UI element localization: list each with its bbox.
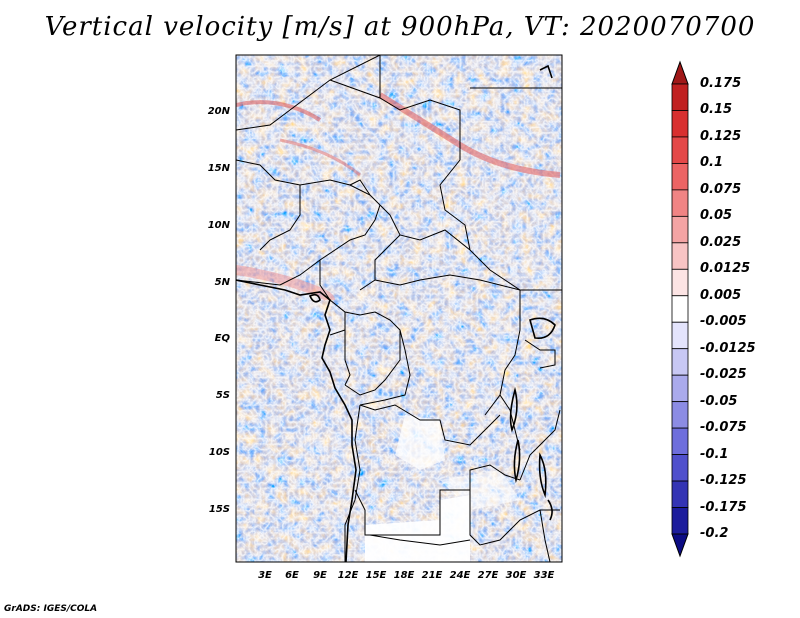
velocity-field	[236, 55, 562, 562]
colorbar-label: -0.175	[700, 499, 747, 515]
colorbar-bottom-arrow	[671, 533, 689, 558]
colorbar-label: -0.05	[700, 393, 738, 409]
lon-label-24e: 24E	[450, 570, 471, 581]
colorbar-label: 0.1	[700, 155, 724, 171]
lat-label-5s: 5S	[216, 390, 230, 401]
colorbar-segment	[671, 83, 689, 111]
lon-label-12e: 12E	[338, 570, 359, 581]
lat-label-eq: EQ	[215, 333, 231, 344]
lat-label-15s: 15S	[209, 504, 230, 515]
lon-label-18e: 18E	[394, 570, 415, 581]
lat-label-5n: 5N	[215, 277, 231, 288]
colorbar-top-arrow	[671, 60, 689, 85]
colorbar-label: -0.1	[700, 446, 729, 462]
lon-label-27e: 27E	[478, 570, 499, 581]
colorbar-segment	[671, 189, 689, 217]
colorbar-segment	[671, 454, 689, 482]
colorbar-segment	[671, 348, 689, 376]
colorbar-label: -0.025	[700, 367, 747, 383]
colorbar-segment	[671, 427, 689, 455]
colorbar-segment	[671, 215, 689, 244]
colorbar-label: -0.2	[700, 526, 729, 541]
lon-label-30e: 30E	[506, 570, 527, 581]
colorbar-segment	[671, 110, 689, 138]
colorbar-segment	[671, 295, 689, 323]
colorbar-segment	[671, 507, 689, 535]
lon-label-21e: 21E	[422, 570, 443, 581]
lon-label-3e: 3E	[258, 570, 272, 581]
lon-label-15e: 15E	[366, 570, 387, 581]
colorbar-segment	[671, 268, 689, 297]
lat-label-15n: 15N	[208, 163, 231, 174]
colorbar-label: 0.005	[700, 287, 742, 303]
longitude-labels: 3E 6E 9E 12E 15E 18E 21E 24E 27E 30E 33E	[258, 570, 554, 581]
colorbar-segment	[671, 321, 689, 350]
country-borders	[236, 55, 562, 562]
colorbar-segment	[671, 374, 689, 403]
colorbar-segment	[671, 480, 689, 508]
credit-text: GrADS: IGES/COLA	[4, 604, 98, 614]
colorbar-label: -0.125	[700, 473, 747, 489]
lon-label-6e: 6E	[285, 570, 299, 581]
latitude-labels: 20N 15N 10N 5N EQ 5S 10S 15S	[208, 106, 231, 515]
colorbar-label: 0.05	[700, 208, 733, 224]
lon-label-9e: 9E	[313, 570, 327, 581]
colorbar	[671, 60, 689, 558]
colorbar-label: 0.175	[700, 76, 742, 91]
colorbar-label: -0.075	[700, 420, 747, 436]
colorbar-segment	[671, 136, 689, 164]
map-title: Vertical velocity [m/s] at 900hPa, VT: 2…	[44, 12, 756, 42]
colorbar-segment	[671, 163, 689, 191]
lat-label-10s: 10S	[209, 447, 230, 458]
map-frame	[235, 54, 563, 563]
lon-label-33e: 33E	[534, 570, 555, 581]
coastlines	[236, 64, 556, 562]
lat-label-20n: 20N	[208, 106, 231, 117]
colorbar-segment	[671, 401, 689, 429]
colorbar-label: -0.0125	[700, 340, 756, 356]
colorbar-label: 0.025	[700, 234, 742, 250]
lat-label-10n: 10N	[208, 220, 231, 231]
colorbar-label: 0.075	[700, 181, 742, 197]
colorbar-label: 0.15	[700, 102, 733, 118]
colorbar-label: -0.005	[700, 314, 747, 330]
colorbar-label: 0.0125	[700, 261, 751, 277]
colorbar-segment	[671, 242, 689, 270]
colorbar-label: 0.125	[700, 128, 742, 144]
